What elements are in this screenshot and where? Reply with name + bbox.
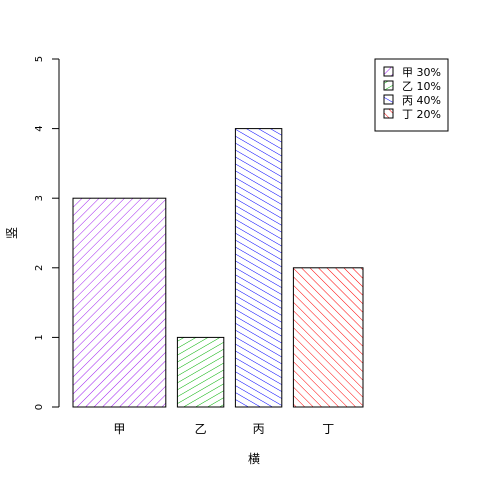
y-tick-label: 0 (34, 404, 45, 410)
x-tick-label: 乙 (195, 422, 207, 436)
legend-label: 甲 30% (402, 66, 441, 79)
legend-swatch (383, 108, 394, 119)
bar-4 (292, 267, 364, 408)
x-tick-labels: 甲乙丙丁 (113, 422, 334, 436)
legend-label: 乙 10% (402, 80, 441, 93)
bars (72, 128, 364, 408)
bar-3 (234, 128, 283, 408)
x-tick-label: 丙 (253, 422, 265, 436)
x-axis-title: 横 (248, 452, 260, 466)
y-tick-label: 1 (34, 334, 45, 340)
legend-swatch (383, 66, 394, 77)
legend-swatch (383, 80, 394, 91)
legend-box (374, 58, 449, 132)
legend-swatch (383, 94, 394, 105)
x-tick-label: 甲 (113, 422, 125, 436)
y-axis-title: 竖 (5, 227, 19, 239)
y-axis: 0 1 2 3 4 5 (34, 56, 60, 410)
y-tick-label: 5 (34, 56, 45, 62)
bar-1 (72, 197, 167, 408)
legend-label: 丙 40% (402, 94, 441, 107)
legend-label: 丁 20% (402, 108, 441, 121)
y-tick-label: 4 (34, 125, 45, 131)
y-tick-label: 3 (34, 195, 45, 201)
legend: 甲 30%乙 10%丙 40%丁 20% (374, 58, 449, 132)
y-tick-label: 2 (34, 265, 45, 271)
x-tick-label: 丁 (322, 422, 334, 436)
bar-2 (176, 336, 225, 408)
